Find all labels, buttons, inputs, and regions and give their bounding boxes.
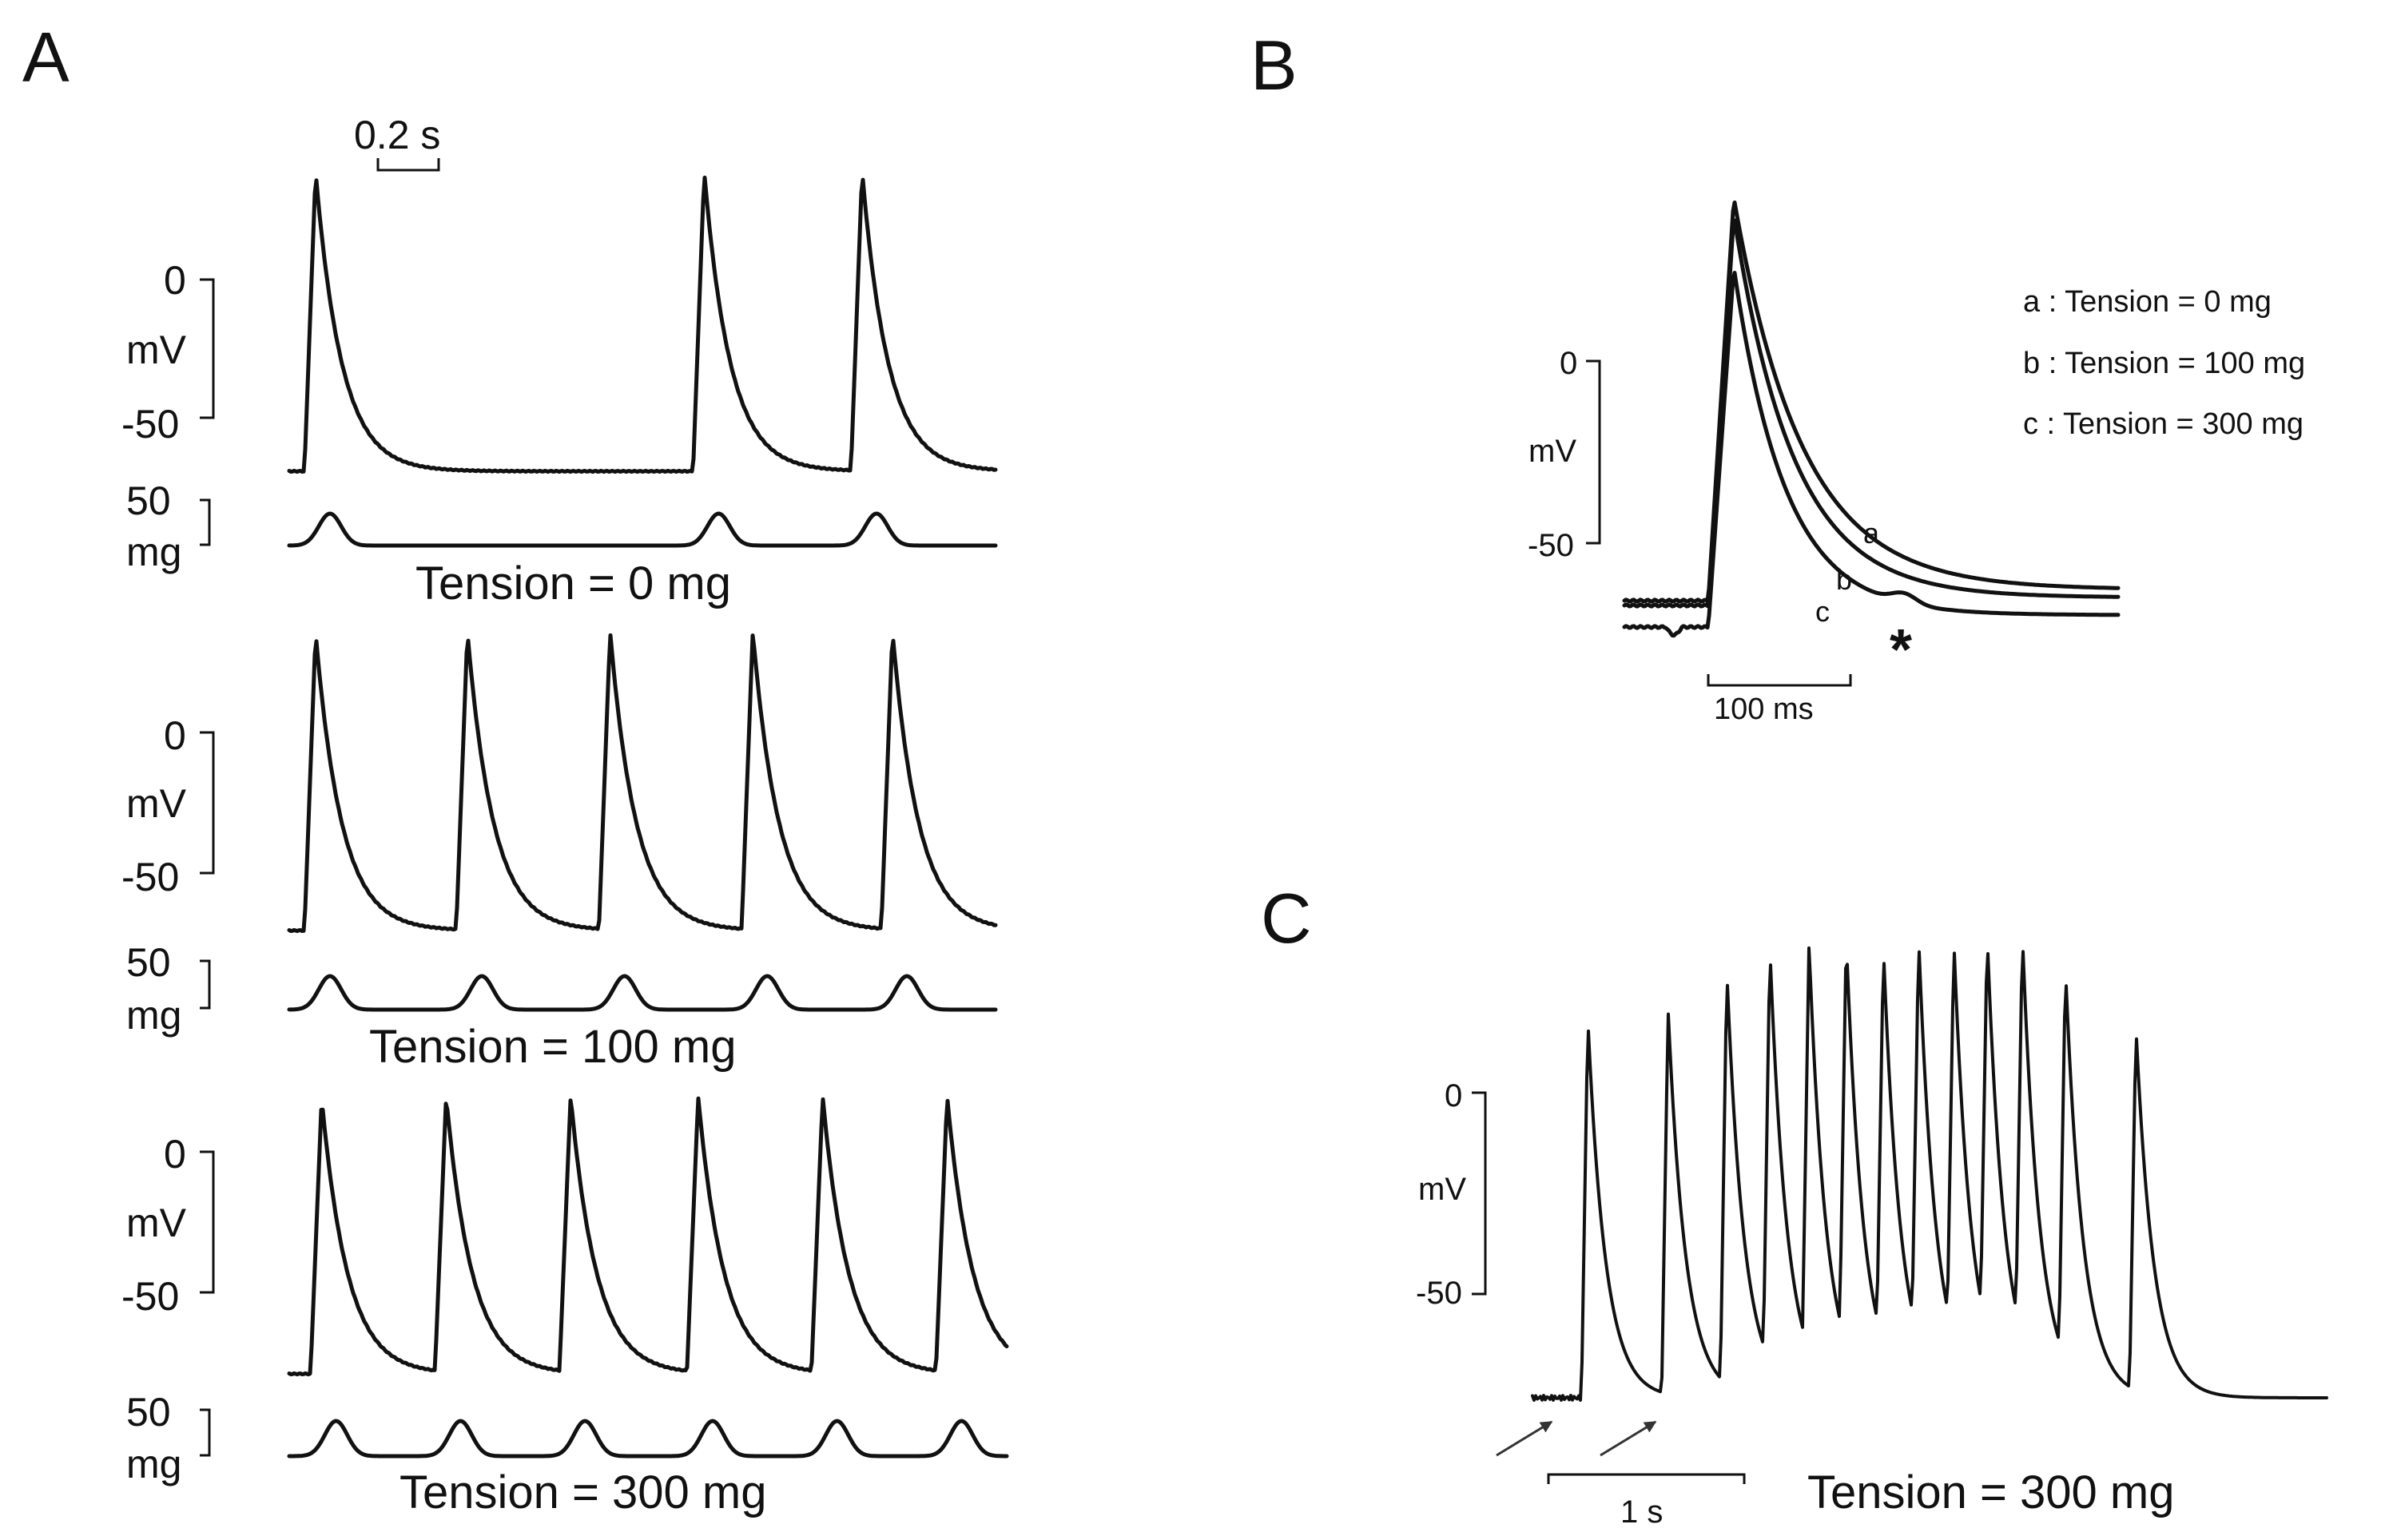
arrow-pointer — [1600, 1420, 1657, 1457]
mv-top-label: 0 — [164, 1132, 186, 1177]
mv-bottom-label: -50 — [121, 402, 179, 447]
trace-label-a: a — [1863, 517, 1880, 550]
panel-b-legend: a : Tension = 0 mg b : Tension = 100 mg … — [2023, 285, 2305, 441]
panel-a-row-300mg: 0 mV -50 50 mg Tension = 300 mg — [121, 1096, 1009, 1518]
mv-bottom-label: -50 — [1416, 1276, 1462, 1311]
panel-c: C 0 mV -50 1 s Tension = 300 mg — [1261, 879, 2328, 1530]
mg-unit-label: mg — [126, 993, 181, 1038]
panel-c-title: Tension = 300 mg — [1807, 1467, 2174, 1518]
arrow-pointer — [1496, 1420, 1553, 1457]
mv-top-label: 0 — [164, 713, 186, 758]
mg-unit-label: mg — [126, 530, 181, 574]
panel-a: A 0.2 s 0 mV -50 50 mg Tension = 0 mg — [22, 18, 1009, 1518]
legend-item-c: c : Tension = 300 mg — [2023, 407, 2304, 441]
mv-bottom-label: -50 — [121, 1274, 179, 1319]
trace-label-b: b — [1836, 563, 1852, 596]
panel-a-row-0mg: 0 mV -50 50 mg Tension = 0 mg — [121, 175, 998, 609]
mv-scale-bar: 0 mV -50 — [121, 713, 215, 899]
mg-top-label: 50 — [126, 478, 171, 523]
mv-top-label: 0 — [1560, 346, 1577, 381]
legend-item-b: b : Tension = 100 mg — [2023, 347, 2305, 380]
panel-c-mv-scale-bar: 0 mV -50 — [1416, 1078, 1487, 1311]
mv-unit-label: mV — [1418, 1172, 1466, 1207]
mv-unit-label: mV — [126, 327, 187, 372]
mg-scale-bar: 50 mg — [126, 478, 211, 574]
time-scale-label: 1 s — [1620, 1494, 1663, 1530]
membrane-potential-trace — [287, 175, 998, 474]
panel-a-time-scale-label: 0.2 s — [354, 113, 440, 157]
mv-bottom-label: -50 — [121, 855, 179, 899]
panel-b-mv-scale-bar: 0 mV -50 — [1528, 346, 1601, 563]
mv-bottom-label: -50 — [1528, 528, 1574, 563]
tension-trace — [287, 1419, 1009, 1459]
membrane-potential-trace — [287, 633, 998, 934]
mv-scale-bar: 0 mV -50 — [121, 1132, 215, 1319]
panel-b: B 0 mV -50 a b c * 100 ms a : Tension = … — [1250, 26, 2305, 726]
tension-trace — [287, 974, 998, 1012]
mv-unit-label: mV — [126, 781, 187, 826]
mv-scale-bar: 0 mV -50 — [121, 258, 215, 447]
mv-top-label: 0 — [1445, 1078, 1462, 1113]
legend-item-a: a : Tension = 0 mg — [2023, 285, 2272, 319]
mv-top-label: 0 — [164, 258, 186, 303]
membrane-potential-trace — [287, 1096, 1009, 1377]
row-title: Tension = 100 mg — [369, 1021, 736, 1073]
row-title: Tension = 0 mg — [415, 558, 731, 609]
panel-c-time-scale-bar: 1 s — [1547, 1473, 1746, 1530]
panel-a-time-scale-bar: 0.2 s — [354, 113, 440, 172]
mg-scale-bar: 50 mg — [126, 1390, 211, 1486]
row-title: Tension = 300 mg — [399, 1467, 766, 1518]
mg-top-label: 50 — [126, 940, 171, 985]
mv-unit-label: mV — [1528, 434, 1576, 469]
mg-unit-label: mg — [126, 1442, 181, 1486]
mg-top-label: 50 — [126, 1390, 171, 1435]
membrane-potential-trace — [1531, 946, 2328, 1402]
action-potential-trace-c — [1622, 271, 2121, 638]
afterdepolarization-marker: * — [1890, 618, 1912, 682]
mv-unit-label: mV — [126, 1201, 187, 1245]
panel-c-label: C — [1261, 879, 1312, 958]
panel-a-row-100mg: 0 mV -50 50 mg Tension = 100 mg — [121, 633, 998, 1073]
action-potential-trace-b — [1622, 218, 2121, 609]
panel-a-label: A — [22, 18, 70, 97]
mg-scale-bar: 50 mg — [126, 940, 211, 1038]
tension-trace — [287, 511, 998, 548]
panel-b-time-scale-bar: 100 ms — [1707, 674, 1852, 726]
time-scale-label: 100 ms — [1714, 693, 1814, 726]
panel-b-label: B — [1250, 26, 1298, 105]
trace-label-c: c — [1815, 595, 1830, 628]
